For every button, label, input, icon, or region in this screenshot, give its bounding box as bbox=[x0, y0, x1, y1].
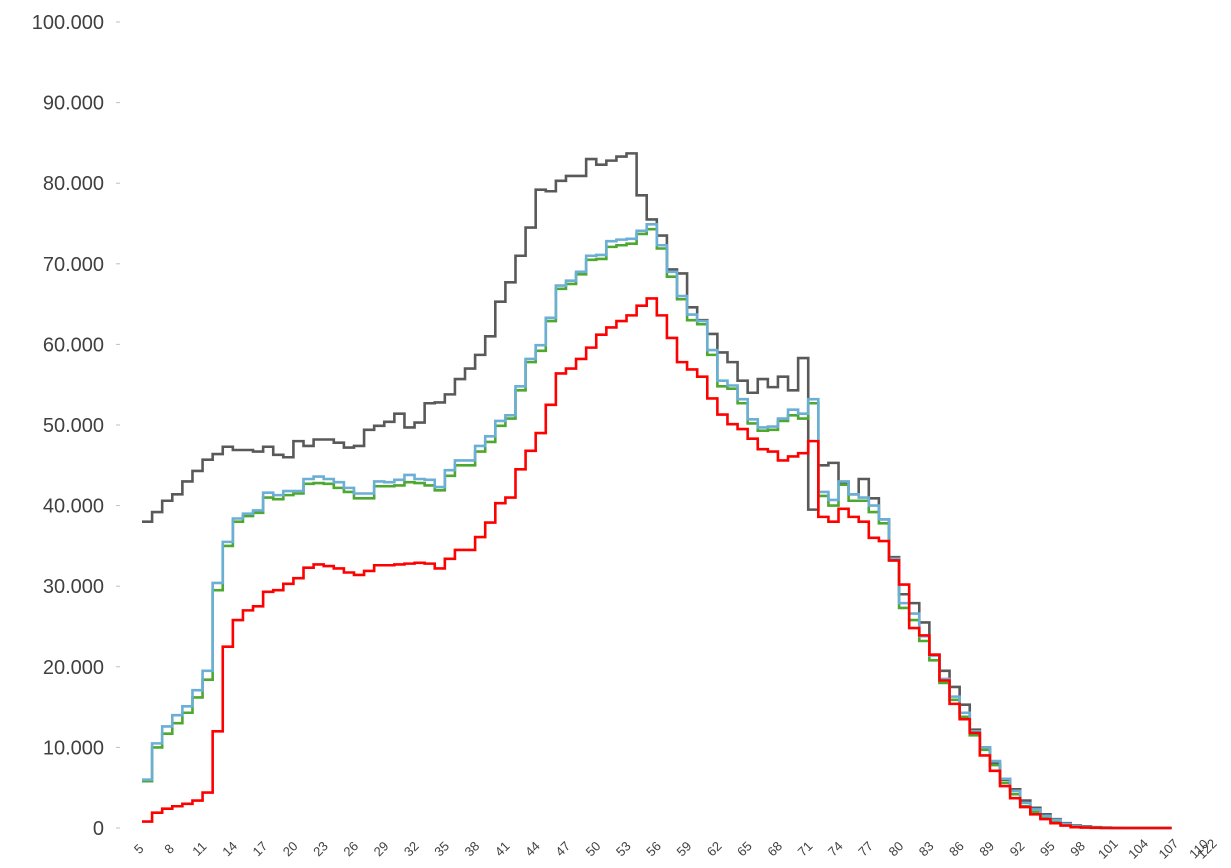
y-tick-label: 10.000 bbox=[43, 737, 104, 759]
x-tick-label: 71 bbox=[795, 838, 816, 859]
x-tick-label: 20 bbox=[280, 838, 301, 859]
series-layer bbox=[142, 152, 1172, 830]
x-tick-label: 104 bbox=[1125, 836, 1151, 862]
series-line-2 bbox=[142, 227, 1172, 830]
x-tick-label: 26 bbox=[340, 838, 361, 859]
x-tick-label: 44 bbox=[522, 838, 543, 859]
series-line-4 bbox=[142, 297, 1172, 830]
x-tick-label: 29 bbox=[371, 838, 392, 859]
x-tick-label: 89 bbox=[976, 838, 997, 859]
x-tick-label: 32 bbox=[401, 838, 422, 859]
y-tick-label: 70.000 bbox=[43, 254, 104, 276]
y-tick-label: 90.000 bbox=[43, 93, 104, 115]
x-tick-label: 14 bbox=[219, 838, 240, 859]
x-tick-label: 41 bbox=[492, 838, 513, 859]
x-tick-label: 101 bbox=[1095, 836, 1121, 862]
x-tick-label: 5 bbox=[131, 841, 147, 857]
x-tick-label: 8 bbox=[161, 841, 177, 857]
x-tick-label: 56 bbox=[643, 838, 664, 859]
x-tick-label: 74 bbox=[825, 838, 846, 859]
x-tick-label: 86 bbox=[946, 838, 967, 859]
x-axis: 5 8 11 14 17 20 23 26 29 32 35 38 41 44 47 50 53 56 59 62 65… bbox=[131, 836, 1220, 862]
x-tick-label: 95 bbox=[1037, 838, 1058, 859]
x-tick-label: 92 bbox=[1007, 838, 1028, 859]
y-tick-label: 20.000 bbox=[43, 657, 104, 679]
x-tick-label: 83 bbox=[916, 838, 937, 859]
x-tick-label: 98 bbox=[1067, 838, 1088, 859]
x-tick-label: 11 bbox=[189, 839, 209, 859]
y-tick-label: 60.000 bbox=[43, 334, 104, 356]
x-tick-label: 23 bbox=[310, 838, 331, 859]
x-tick-label: 17 bbox=[250, 838, 271, 859]
y-tick-label: 50.000 bbox=[43, 415, 104, 437]
x-tick-label: 107 bbox=[1155, 836, 1181, 862]
x-tick-label: 35 bbox=[431, 838, 452, 859]
x-tick-label: 38 bbox=[462, 838, 483, 859]
y-axis: 0 10.000 20.000 30.000 40.000 50.000 60.000 70.… bbox=[32, 12, 120, 840]
x-tick-label: 47 bbox=[552, 838, 573, 859]
x-tick-label: 68 bbox=[764, 838, 785, 859]
y-tick-label: 30.000 bbox=[43, 576, 104, 598]
x-tick-label: 77 bbox=[855, 838, 876, 859]
x-tick-label: 65 bbox=[734, 838, 755, 859]
x-tick-label: 50 bbox=[583, 838, 604, 859]
y-tick-label: 40.000 bbox=[43, 496, 104, 518]
x-tick-label: 62 bbox=[704, 838, 725, 859]
x-tick-label: 80 bbox=[885, 838, 906, 859]
x-tick-label: 53 bbox=[613, 838, 634, 859]
y-tick-label: 0 bbox=[93, 818, 104, 840]
y-tick-label: 80.000 bbox=[43, 173, 104, 195]
y-tick-label: 100.000 bbox=[32, 12, 104, 34]
x-tick-label: 59 bbox=[673, 838, 694, 859]
